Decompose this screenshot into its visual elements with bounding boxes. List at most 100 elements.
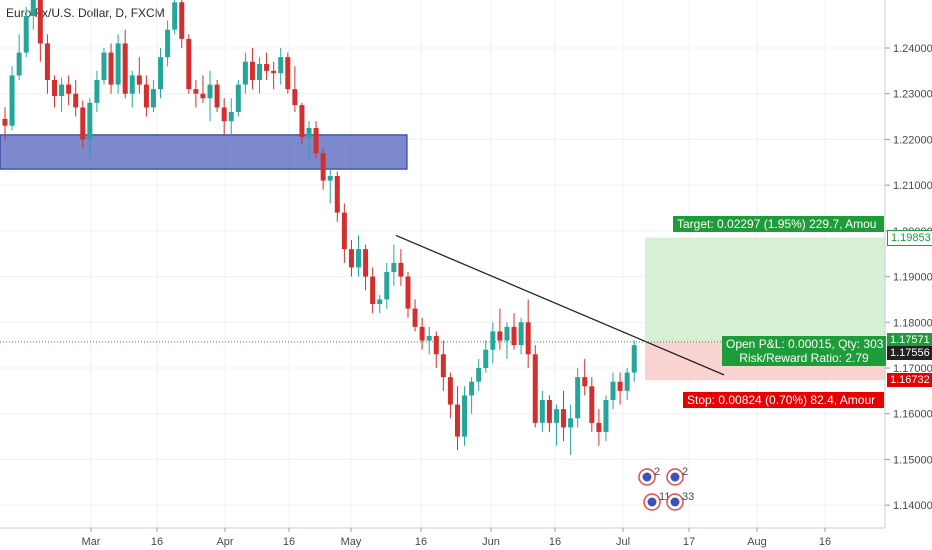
time-tick-label: 16 <box>819 536 831 548</box>
candle-body <box>631 345 637 373</box>
candle-body <box>73 93 79 108</box>
candle-body <box>341 212 347 250</box>
candle-body <box>23 16 29 53</box>
candle-body <box>539 400 545 423</box>
price-tick-label: 1.15000 <box>893 454 932 466</box>
candle-body <box>150 89 156 108</box>
candle-body <box>66 84 72 94</box>
candle-body <box>320 153 326 181</box>
candle-body <box>553 409 559 423</box>
candle-body <box>370 276 376 304</box>
candle-body <box>122 43 128 94</box>
event-flag <box>647 497 657 507</box>
candle-body <box>158 57 164 90</box>
price-tag-target: 1.19853 <box>887 229 932 246</box>
candle-body <box>568 418 574 428</box>
event-count: 11 <box>659 491 670 503</box>
candle-body <box>405 276 411 309</box>
candle-body <box>228 112 234 122</box>
price-tag-stop: 1.16732 <box>887 373 932 388</box>
candle-body <box>143 84 149 108</box>
candle-body <box>44 43 50 80</box>
time-tick-label: 17 <box>683 536 695 548</box>
candle-body <box>511 326 517 346</box>
price-tick-label: 1.19000 <box>893 272 932 284</box>
risk-reward-label: Risk/Reward Ratio: 2.79 <box>739 350 869 365</box>
candle-body <box>617 381 623 391</box>
candle-body <box>313 128 319 154</box>
candle-body <box>221 107 227 122</box>
candle-body <box>412 308 418 327</box>
candle-body <box>398 262 404 277</box>
chart-title: Euro Fx/U.S. Dollar, D, FXCM <box>6 6 165 20</box>
candle-body <box>165 29 171 58</box>
chart-lines <box>0 234 885 376</box>
candle-body <box>525 322 531 355</box>
candle-body <box>51 80 57 96</box>
candle-body <box>476 368 482 382</box>
candle-body <box>193 89 199 94</box>
candle-body <box>490 331 496 350</box>
candle-body <box>214 84 220 108</box>
candle-body <box>30 0 36 16</box>
candle-body <box>348 249 354 268</box>
candle-body <box>186 38 192 90</box>
time-tick-label: 16 <box>415 536 427 548</box>
candle-body <box>462 395 468 437</box>
candle-body <box>87 102 93 140</box>
candle-body <box>235 84 241 112</box>
candle-body <box>384 272 390 300</box>
candle-body <box>603 400 609 432</box>
candle-body <box>292 89 298 106</box>
candle-body <box>497 331 503 341</box>
trend-line <box>395 234 725 376</box>
candle-body <box>264 64 270 71</box>
candle-body <box>356 249 361 268</box>
target-zone <box>645 237 885 342</box>
time-tick-label: 16 <box>549 536 561 548</box>
price-tick-label: 1.18000 <box>893 317 932 329</box>
candle-body <box>440 354 446 378</box>
event-flag <box>670 497 680 507</box>
candle-body <box>334 176 340 213</box>
candle-body <box>172 2 178 30</box>
candle-body <box>391 262 397 272</box>
candle-body <box>596 422 602 432</box>
time-tick-label: Jun <box>482 536 500 548</box>
demand-zone <box>0 134 408 170</box>
time-axis: Mar 16 Apr 16 May 16 Jun 16 Jul 17 Aug 16 <box>0 527 885 548</box>
price-tick-label: 1.21000 <box>893 180 932 192</box>
candle-body <box>249 61 255 80</box>
price-axis-bg <box>885 0 932 550</box>
stop-label: Stop: 0.00824 (0.70%) 82.4, Amour <box>683 392 884 409</box>
candle-body <box>94 80 100 103</box>
candle-body <box>306 128 312 138</box>
candle-body <box>624 372 630 391</box>
candle-body <box>16 52 22 76</box>
candle-body <box>257 64 263 80</box>
candle-body <box>9 75 15 126</box>
candle-body <box>532 354 538 423</box>
time-tick-label: 16 <box>151 536 163 548</box>
candle-body <box>108 52 114 85</box>
candle-body <box>207 84 213 99</box>
candle-body <box>129 75 135 94</box>
candle-body <box>327 176 333 181</box>
price-tag-entry: 1.17571 <box>887 332 932 347</box>
open-pnl-label: Open P&L: 0.00015, Qty: 303 <box>726 336 884 351</box>
price-tick-label: 1.22000 <box>893 134 932 146</box>
candle-body <box>278 57 284 74</box>
candle-body <box>377 299 383 304</box>
candle-body <box>136 75 142 85</box>
time-tick-label: May <box>341 536 362 548</box>
candlestick-series <box>2 0 637 455</box>
target-label: Target: 0.02297 (1.95%) 229.7, Amou <box>673 215 884 232</box>
time-tick-label: Jul <box>616 536 630 548</box>
event-markers: 2 2 11 33 <box>638 466 694 511</box>
candle-body <box>101 52 107 80</box>
price-tick-label: 1.14000 <box>893 500 932 512</box>
price-tick-label: 1.23000 <box>893 89 932 101</box>
candle-body <box>575 377 581 419</box>
candle-body <box>285 57 291 90</box>
